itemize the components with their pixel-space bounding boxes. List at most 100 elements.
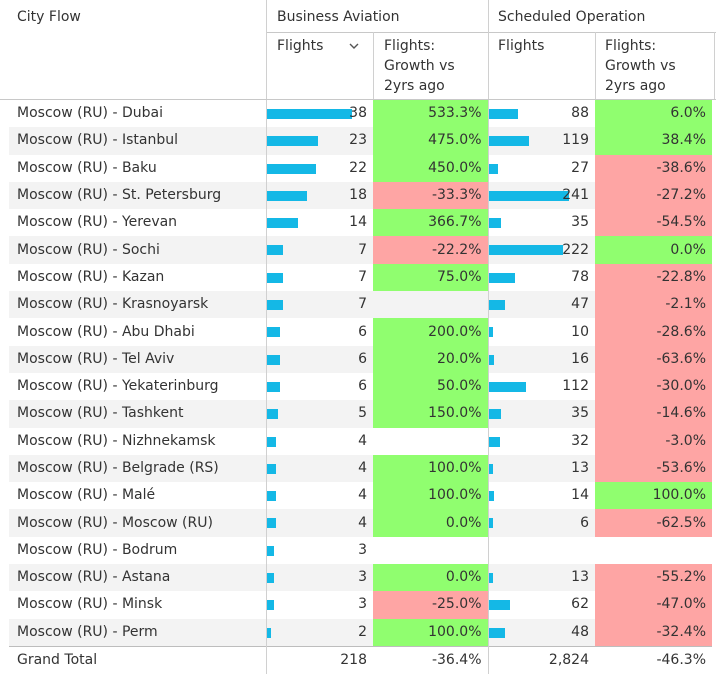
scheduled-flights-cell[interactable]: 14	[487, 482, 595, 510]
table-row[interactable]: Moscow (RU) - Astana 3 0.0% 13 -55.2%	[9, 564, 712, 592]
scheduled-growth-cell[interactable]: 38.4%	[595, 127, 712, 155]
business-flights-cell[interactable]: 2	[265, 618, 373, 647]
scheduled-growth-cell[interactable]: -32.4%	[595, 618, 712, 647]
header-scheduled-growth[interactable]: Flights: Growth vs 2yrs ago	[605, 38, 676, 94]
business-flights-cell[interactable]: 6	[265, 345, 373, 373]
scheduled-flights-cell[interactable]	[487, 536, 595, 565]
table-row[interactable]: Moscow (RU) - Krasnoyarsk 7 47 -2.1%	[9, 291, 712, 319]
city-flow-cell[interactable]: Moscow (RU) - Baku	[17, 159, 157, 176]
city-flow-cell[interactable]: Moscow (RU) - Nizhnekamsk	[17, 432, 216, 449]
scheduled-growth-cell[interactable]: -3.0%	[595, 427, 712, 455]
scheduled-flights-cell[interactable]: 112	[487, 372, 595, 401]
business-growth-cell[interactable]: -33.3%	[373, 181, 488, 210]
business-flights-cell[interactable]: 6	[265, 318, 373, 346]
business-flights-cell[interactable]: 18	[265, 181, 373, 210]
table-row[interactable]: Moscow (RU) - Perm 2 100.0% 48 -32.4%	[9, 618, 712, 647]
scheduled-flights-cell[interactable]: 241	[487, 181, 595, 210]
business-flights-cell[interactable]: 23	[265, 127, 373, 155]
city-flow-cell[interactable]: Moscow (RU) - Astana	[9, 564, 266, 592]
business-flights-cell[interactable]: 4	[265, 427, 373, 455]
scheduled-growth-cell[interactable]: -54.5%	[595, 209, 712, 237]
table-row[interactable]: Moscow (RU) - Sochi 7 -22.2% 222 0.0%	[9, 236, 712, 264]
city-flow-cell[interactable]: Moscow (RU) - St. Petersburg	[9, 181, 266, 210]
table-row[interactable]: Moscow (RU) - St. Petersburg 18 -33.3% 241 -…	[9, 181, 712, 210]
city-flow-cell[interactable]: Moscow (RU) - Belgrade (RS)	[9, 454, 266, 483]
table-row[interactable]: Moscow (RU) - Minsk 3 -25.0% 62 -47.0%	[9, 591, 712, 619]
scheduled-flights-cell[interactable]: 119	[487, 127, 595, 155]
city-flow-cell[interactable]: Moscow (RU) - Dubai	[17, 105, 163, 122]
business-growth-cell[interactable]: 366.7%	[373, 209, 488, 237]
city-flow-cell[interactable]: Moscow (RU) - Bodrum	[17, 541, 178, 558]
scheduled-growth-cell[interactable]: -47.0%	[595, 591, 712, 619]
header-business-flights[interactable]: Flights	[277, 38, 324, 54]
scheduled-growth-cell[interactable]: -22.8%	[595, 263, 712, 292]
table-row[interactable]: Moscow (RU) - Tashkent 5 150.0% 35 -14.6%	[9, 400, 712, 428]
header-business-growth[interactable]: Flights: Growth vs 2yrs ago	[384, 38, 455, 94]
scheduled-growth-cell[interactable]: 100.0%	[595, 482, 712, 510]
scheduled-flights-cell[interactable]: 13	[487, 564, 595, 592]
scheduled-flights-cell[interactable]: 13	[487, 454, 595, 483]
scheduled-growth-cell[interactable]: -14.6%	[595, 400, 712, 428]
business-growth-cell[interactable]: 150.0%	[373, 400, 488, 428]
business-flights-cell[interactable]: 14	[265, 209, 373, 237]
scheduled-growth-cell[interactable]: -28.6%	[595, 318, 712, 346]
business-growth-cell[interactable]: 100.0%	[373, 454, 488, 483]
city-flow-cell[interactable]: Moscow (RU) - Abu Dhabi	[17, 323, 195, 340]
table-row[interactable]: Moscow (RU) - Belgrade (RS) 4 100.0% 13 -53.…	[9, 454, 712, 483]
city-flow-cell[interactable]: Moscow (RU) - Minsk	[17, 596, 163, 613]
scheduled-growth-cell[interactable]: -55.2%	[595, 564, 712, 592]
scheduled-growth-cell[interactable]: -30.0%	[595, 372, 712, 401]
table-row[interactable]: Moscow (RU) - Nizhnekamsk 4 32 -3.0%	[9, 427, 712, 455]
table-row[interactable]: Moscow (RU) - Yekaterinburg 6 50.0% 112 -30.…	[9, 372, 712, 401]
business-growth-cell[interactable]: 100.0%	[373, 482, 488, 510]
scheduled-flights-cell[interactable]: 35	[487, 209, 595, 237]
scheduled-flights-cell[interactable]: 48	[487, 618, 595, 647]
chevron-down-icon[interactable]	[348, 40, 360, 52]
scheduled-flights-cell[interactable]: 47	[487, 291, 595, 319]
business-growth-cell[interactable]: 533.3%	[373, 100, 488, 128]
business-flights-cell[interactable]: 7	[265, 236, 373, 264]
business-flights-cell[interactable]: 3	[265, 564, 373, 592]
business-flights-cell[interactable]: 6	[265, 372, 373, 401]
business-growth-cell[interactable]: -22.2%	[373, 236, 488, 264]
table-row[interactable]: Moscow (RU) - Baku 22 450.0% 27 -38.6%	[9, 154, 712, 182]
business-growth-cell[interactable]: 75.0%	[373, 263, 488, 292]
scheduled-growth-cell[interactable]	[595, 536, 712, 565]
scheduled-flights-cell[interactable]: 10	[487, 318, 595, 346]
business-flights-cell[interactable]: 7	[265, 291, 373, 319]
city-flow-cell[interactable]: Moscow (RU) - Malé	[17, 487, 156, 504]
table-row[interactable]: Moscow (RU) - Bodrum 3	[9, 536, 712, 565]
table-row[interactable]: Moscow (RU) - Kazan 7 75.0% 78 -22.8%	[9, 263, 712, 292]
business-growth-cell[interactable]: 475.0%	[373, 127, 488, 155]
business-growth-cell[interactable]: 0.0%	[373, 564, 488, 592]
city-flow-cell[interactable]: Moscow (RU) - Perm	[9, 618, 266, 647]
business-growth-cell[interactable]: 0.0%	[373, 509, 488, 537]
header-scheduled-flights[interactable]: Flights	[498, 38, 545, 54]
business-flights-cell[interactable]: 5	[265, 400, 373, 428]
scheduled-flights-cell[interactable]: 35	[487, 400, 595, 428]
scheduled-growth-cell[interactable]: -2.1%	[595, 291, 712, 319]
header-scheduled-operation[interactable]: Scheduled Operation	[498, 9, 646, 25]
business-growth-cell[interactable]: 50.0%	[373, 372, 488, 401]
header-city-flow[interactable]: City Flow	[17, 9, 81, 25]
table-row[interactable]: Moscow (RU) - Abu Dhabi 6 200.0% 10 -28.6%	[9, 318, 712, 346]
scheduled-growth-cell[interactable]: -53.6%	[595, 454, 712, 483]
table-row[interactable]: Moscow (RU) - Istanbul 23 475.0% 119 38.4%	[9, 127, 712, 155]
city-flow-cell[interactable]: Moscow (RU) - Moscow (RU)	[9, 509, 266, 537]
scheduled-flights-cell[interactable]: 6	[487, 509, 595, 537]
business-flights-cell[interactable]: 22	[265, 154, 373, 182]
business-flights-cell[interactable]: 3	[265, 536, 373, 565]
city-flow-cell[interactable]: Moscow (RU) - Tel Aviv	[9, 345, 266, 373]
table-row[interactable]: Moscow (RU) - Yerevan 14 366.7% 35 -54.5%	[9, 209, 712, 237]
city-flow-cell[interactable]: Moscow (RU) - Krasnoyarsk	[9, 291, 266, 319]
table-row[interactable]: Moscow (RU) - Moscow (RU) 4 0.0% 6 -62.5%	[9, 509, 712, 537]
city-flow-cell[interactable]: Moscow (RU) - Tashkent	[9, 400, 266, 428]
business-flights-cell[interactable]: 4	[265, 482, 373, 510]
business-growth-cell[interactable]: 450.0%	[373, 154, 488, 182]
city-flow-cell[interactable]: Moscow (RU) - Yekaterinburg	[17, 378, 219, 395]
table-row[interactable]: Moscow (RU) - Dubai 38 533.3% 88 6.0%	[9, 100, 712, 128]
city-flow-cell[interactable]: Moscow (RU) - Kazan	[17, 268, 165, 285]
business-growth-cell[interactable]	[373, 427, 488, 455]
business-growth-cell[interactable]: 20.0%	[373, 345, 488, 373]
scheduled-flights-cell[interactable]: 222	[487, 236, 595, 264]
